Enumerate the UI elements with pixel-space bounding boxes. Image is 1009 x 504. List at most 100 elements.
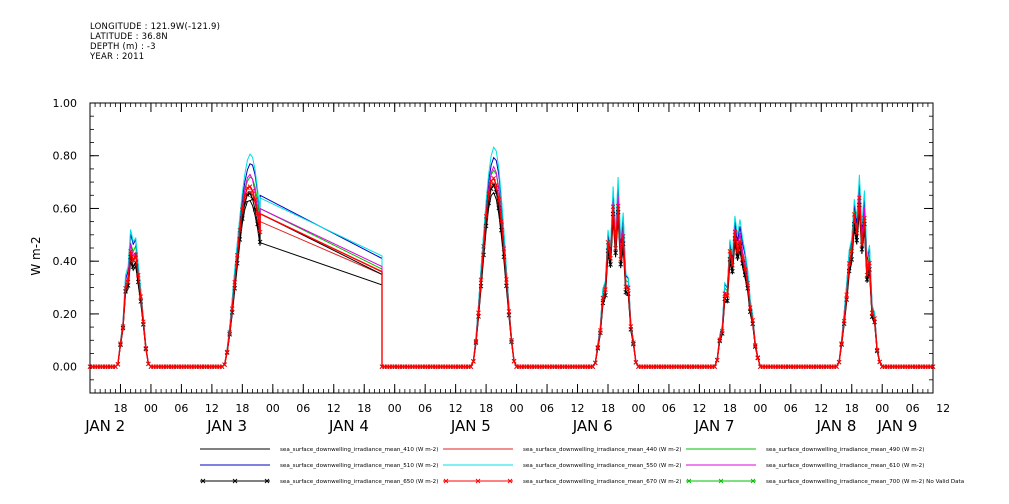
series-marker — [618, 261, 624, 267]
x-tick-label: 06 — [418, 402, 432, 415]
series-marker — [844, 292, 849, 298]
x-tick-label: 18 — [235, 402, 249, 415]
x-tick-label: 00 — [875, 402, 889, 415]
series-marker — [615, 203, 621, 209]
legend-label-3: sea_surface_downwelling_irradiance_mean_… — [766, 447, 924, 453]
legend-marker — [443, 478, 449, 484]
x-tick-label: 12 — [692, 402, 706, 415]
series-marker — [493, 182, 499, 188]
x-day-label: JAN 7 — [694, 417, 735, 435]
series-marker — [714, 357, 720, 363]
series-marker — [592, 360, 598, 366]
series-marker — [499, 219, 504, 224]
series-marker — [130, 257, 136, 263]
legend-marker — [475, 478, 481, 484]
series-marker — [623, 284, 629, 290]
series-marker — [846, 261, 852, 266]
series-marker — [859, 242, 865, 248]
series-marker — [234, 252, 240, 258]
depth-text: DEPTH (m) : -3 — [90, 42, 156, 52]
legend-marker — [232, 478, 238, 484]
series-marker — [608, 255, 613, 261]
series-marker — [610, 204, 616, 210]
series-marker — [240, 207, 245, 213]
legend-label-7: sea_surface_downwelling_irradiance_mean_… — [280, 479, 438, 485]
series-marker — [598, 328, 603, 333]
x-tick-label: 18 — [479, 402, 493, 415]
x-tick-label: 18 — [601, 402, 615, 415]
series-marker — [864, 277, 870, 282]
series-marker — [255, 211, 260, 216]
y-tick-label: 0.60 — [53, 202, 78, 215]
series-marker — [859, 246, 865, 252]
series-marker — [854, 230, 860, 236]
legend-label-5: sea_surface_downwelling_irradiance_mean_… — [523, 463, 681, 469]
series-marker — [841, 318, 847, 324]
series-marker — [471, 358, 476, 364]
legend-marker — [750, 478, 756, 484]
series-marker — [491, 175, 497, 181]
x-tick-label: 06 — [296, 402, 310, 415]
x-tick-label: 12 — [327, 402, 341, 415]
series-marker — [874, 347, 880, 353]
series-marker — [851, 212, 857, 217]
series-marker — [245, 185, 250, 191]
x-day-label: JAN 9 — [876, 417, 917, 435]
series-marker — [483, 214, 489, 219]
axes: 18 00 06 12 18 00 06 12 18 00 06 12 18 00 06 12 18 00 06 12… — [53, 97, 951, 435]
series-marker — [237, 227, 243, 233]
series-marker — [613, 250, 618, 256]
series-marker — [752, 342, 758, 348]
series-marker — [725, 298, 730, 304]
plot-frame — [89, 102, 934, 394]
x-day-label: JAN 5 — [450, 417, 491, 435]
series-marker — [717, 337, 723, 343]
series-marker — [125, 279, 131, 285]
x-tick-label: 18 — [357, 402, 371, 415]
series-marker — [595, 344, 601, 350]
series-marker — [227, 330, 232, 335]
series-marker — [123, 286, 128, 291]
series-marker — [755, 355, 761, 360]
year-text: YEAR : 2011 — [90, 52, 145, 62]
longitude-text: LONGITUDE : 121.9W(-121.9) — [90, 22, 221, 32]
x-tick-label: 06 — [540, 402, 554, 415]
series-marker — [620, 234, 626, 239]
x-tick-label: 12 — [936, 402, 950, 415]
series-marker — [730, 262, 735, 268]
series-marker — [735, 254, 740, 259]
series-marker — [854, 237, 860, 243]
x-tick-label: 00 — [266, 402, 280, 415]
series-marker — [247, 184, 253, 189]
x-day-label: JAN 2 — [84, 417, 125, 435]
series-marker — [133, 252, 139, 258]
series-marker — [732, 229, 738, 235]
legend-label-9: sea_surface_downwelling_irradiance_mean_… — [766, 479, 964, 485]
series-marker — [618, 256, 624, 262]
series-marker — [138, 294, 144, 299]
series-marker — [130, 264, 136, 269]
series-marker — [506, 309, 512, 314]
y-tick-label: 1.00 — [53, 97, 78, 110]
series-marker — [250, 188, 255, 194]
y-tick-label: 0.20 — [53, 308, 78, 321]
legend-label-2: sea_surface_downwelling_irradiance_mean_… — [523, 447, 681, 453]
legend-label-4: sea_surface_downwelling_irradiance_mean_… — [280, 463, 438, 469]
x-tick-label: 18 — [845, 402, 859, 415]
series-marker — [257, 239, 263, 245]
legend-label-6: sea_surface_downwelling_irradiance_mean_… — [766, 463, 924, 469]
series-marker — [722, 291, 728, 297]
series-marker — [590, 364, 596, 369]
series-marker — [242, 193, 248, 198]
series-marker — [857, 195, 862, 201]
series-marker — [730, 268, 735, 274]
series-marker — [222, 362, 227, 367]
series-marker — [862, 215, 867, 221]
x-tick-label: 06 — [662, 402, 676, 415]
series-marker — [864, 272, 870, 278]
series-marker — [608, 262, 613, 267]
series-marker — [628, 324, 634, 329]
x-day-label: JAN 4 — [328, 417, 369, 435]
series-marker — [625, 285, 631, 291]
x-tick-label: 06 — [174, 402, 188, 415]
